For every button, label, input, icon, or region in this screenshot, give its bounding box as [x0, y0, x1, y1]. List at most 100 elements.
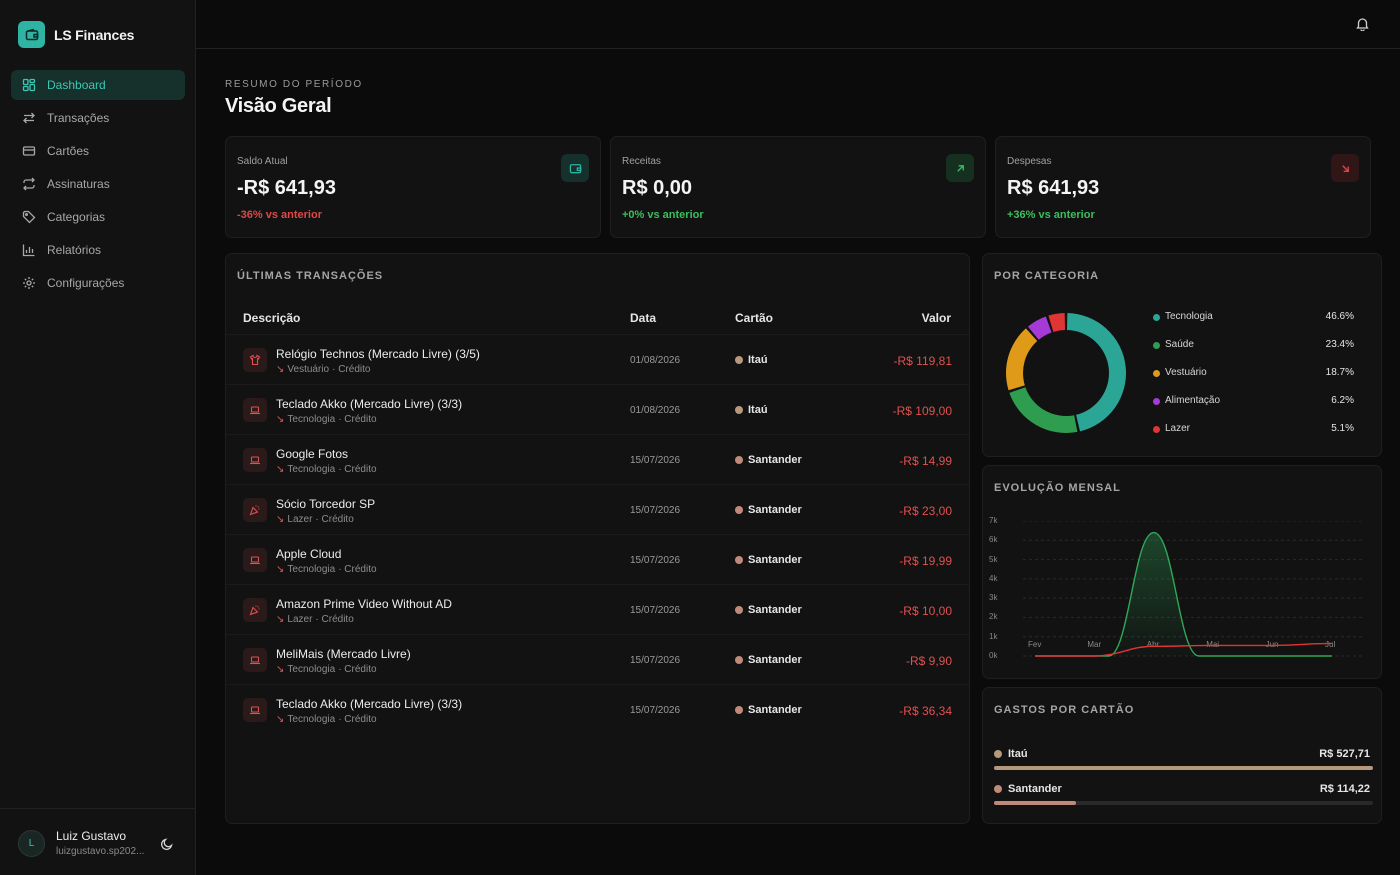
- sidebar-item-categories[interactable]: Categorias: [11, 202, 185, 232]
- transaction-meta: ↘ Tecnologia · Crédito: [276, 564, 377, 575]
- donut-slice[interactable]: [1066, 313, 1126, 432]
- transaction-value: -R$ 23,00: [899, 504, 952, 518]
- section-title: POR CATEGORIA: [994, 270, 1100, 282]
- arrow-down-right-icon: [1331, 154, 1359, 182]
- legend-name: Alimentação: [1165, 395, 1221, 406]
- trend-down-icon: ↘: [276, 464, 285, 475]
- y-tick-label: 0k: [989, 651, 998, 660]
- sidebar-item-transactions[interactable]: Transações: [11, 103, 185, 133]
- transaction-meta: ↘ Tecnologia · Crédito: [276, 664, 377, 675]
- legend-name: Saúde: [1165, 339, 1194, 350]
- legend-name: Tecnologia: [1165, 311, 1213, 322]
- transaction-value: -R$ 19,99: [899, 554, 952, 568]
- legend-name: Lazer: [1165, 423, 1191, 434]
- moon-icon[interactable]: [160, 837, 174, 851]
- column-header-value[interactable]: Valor: [921, 311, 951, 325]
- transaction-category: Tecnologia: [287, 564, 336, 575]
- user-profile: L Luiz Gustavo luizgustavo.sp202...: [0, 808, 195, 875]
- sidebar-item-dashboard[interactable]: Dashboard: [11, 70, 185, 100]
- card-spending-bar: [994, 766, 1373, 770]
- card-name: Itaú: [1008, 748, 1028, 760]
- transaction-row[interactable]: Teclado Akko (Mercado Livre) (3/3) ↘ Tecno…: [226, 684, 970, 734]
- transaction-title: MeliMais (Mercado Livre): [276, 647, 411, 661]
- transaction-meta: ↘ Tecnologia · Crédito: [276, 414, 377, 425]
- bell-icon[interactable]: [1355, 16, 1370, 31]
- stat-change: +36% vs anterior: [1007, 209, 1095, 221]
- sidebar-item-label: Configurações: [47, 276, 125, 290]
- avatar[interactable]: L: [18, 830, 45, 857]
- transaction-card: Itaú: [735, 354, 768, 366]
- x-tick-label: Jul: [1325, 640, 1336, 649]
- y-tick-label: 7k: [989, 516, 998, 525]
- wallet-icon: [561, 154, 589, 182]
- stat-label: Despesas: [1007, 156, 1052, 167]
- transaction-title: Teclado Akko (Mercado Livre) (3/3): [276, 397, 463, 411]
- section-title: GASTOS POR CARTÃO: [994, 704, 1135, 716]
- brand[interactable]: LS Finances: [18, 21, 134, 48]
- donut-slice[interactable]: [1006, 328, 1038, 391]
- sidebar-item-reports[interactable]: Relatórios: [11, 235, 185, 265]
- top-bar: [196, 0, 1400, 49]
- transaction-row[interactable]: Apple Cloud ↘ Tecnologia · Crédito 15/07/202…: [226, 534, 970, 584]
- arrow-up-right-icon: [946, 154, 974, 182]
- card-color-dot: [735, 706, 743, 714]
- sidebar-item-cards[interactable]: Cartões: [11, 136, 185, 166]
- transaction-row[interactable]: Google Fotos ↘ Tecnologia · Crédito 15/07/20…: [226, 434, 970, 484]
- transaction-row[interactable]: Teclado Akko (Mercado Livre) (3/3) ↘ Tecno…: [226, 384, 970, 434]
- bar-chart-icon: [22, 244, 35, 257]
- category-panel: POR CATEGORIA Tecnologia 46.6% Saúde 23.4% V…: [982, 253, 1382, 457]
- transaction-card: Itaú: [735, 404, 768, 416]
- transaction-category: Tecnologia: [287, 414, 336, 425]
- app-name: LS Finances: [54, 26, 135, 43]
- transaction-category: Lazer: [287, 614, 313, 625]
- y-tick-label: 6k: [989, 535, 998, 545]
- legend-percent: 5.1%: [1331, 423, 1354, 434]
- transaction-row[interactable]: Sócio Torcedor SP ↘ Lazer · Crédito 15/07/20…: [226, 484, 970, 534]
- transaction-row[interactable]: Relógio Technos (Mercado Livre) (3/5) ↘ Ve…: [226, 334, 970, 384]
- stat-card-balance: Saldo Atual -R$ 641,93 -36% vs anterior: [225, 136, 601, 238]
- card-spending-bar: [994, 801, 1373, 805]
- column-header-description[interactable]: Descrição: [243, 311, 301, 325]
- transaction-date: 15/07/2026: [630, 555, 681, 566]
- stat-label: Saldo Atual: [237, 156, 288, 167]
- y-tick-label: 2k: [989, 612, 998, 622]
- card-name: Santander: [748, 504, 802, 516]
- y-tick-label: 3k: [989, 593, 998, 603]
- transaction-row[interactable]: MeliMais (Mercado Livre) ↘ Tecnologia · Cré…: [226, 634, 970, 684]
- card-icon: [22, 146, 36, 156]
- trend-down-icon: ↘: [276, 614, 285, 625]
- transaction-date: 01/08/2026: [630, 405, 681, 416]
- wallet-icon: [18, 21, 45, 48]
- legend-percent: 23.4%: [1325, 339, 1354, 350]
- card-color-dot: [735, 406, 743, 414]
- transaction-category: Tecnologia: [287, 714, 336, 725]
- trend-down-icon: ↘: [276, 364, 285, 375]
- legend-color-dot: [1153, 314, 1160, 321]
- column-header-card[interactable]: Cartão: [735, 311, 774, 325]
- x-tick-label: Mar: [1087, 640, 1102, 649]
- laptop-icon: [243, 698, 267, 722]
- transaction-value: -R$ 14,99: [899, 454, 952, 468]
- sidebar-item-subscriptions[interactable]: Assinaturas: [11, 169, 185, 199]
- legend-color-dot: [1153, 398, 1160, 405]
- card-color-dot: [735, 456, 743, 464]
- card-name: Santander: [748, 654, 802, 666]
- donut-slice[interactable]: [1048, 313, 1066, 332]
- gear-icon: [23, 277, 35, 289]
- stat-card-income: Receitas R$ 0,00 +0% vs anterior: [610, 136, 986, 238]
- legend-color-dot: [1153, 426, 1160, 433]
- transaction-category: Vestuário: [287, 364, 330, 375]
- transaction-type: · Crédito: [338, 414, 377, 425]
- legend-percent: 18.7%: [1325, 367, 1354, 378]
- series-area: [1035, 532, 1332, 656]
- dashboard-icon: [22, 78, 36, 92]
- sidebar-item-settings[interactable]: Configurações: [11, 268, 185, 298]
- column-header-date[interactable]: Data: [630, 311, 657, 325]
- shirt-icon: [243, 348, 267, 372]
- donut-slice[interactable]: [1009, 387, 1078, 433]
- transaction-card: Santander: [735, 454, 802, 466]
- y-tick-label: 4k: [989, 573, 998, 583]
- donut-slice[interactable]: [1027, 316, 1052, 340]
- sidebar-item-label: Categorias: [47, 210, 106, 224]
- transaction-row[interactable]: Amazon Prime Video Without AD ↘ Lazer · Cré…: [226, 584, 970, 634]
